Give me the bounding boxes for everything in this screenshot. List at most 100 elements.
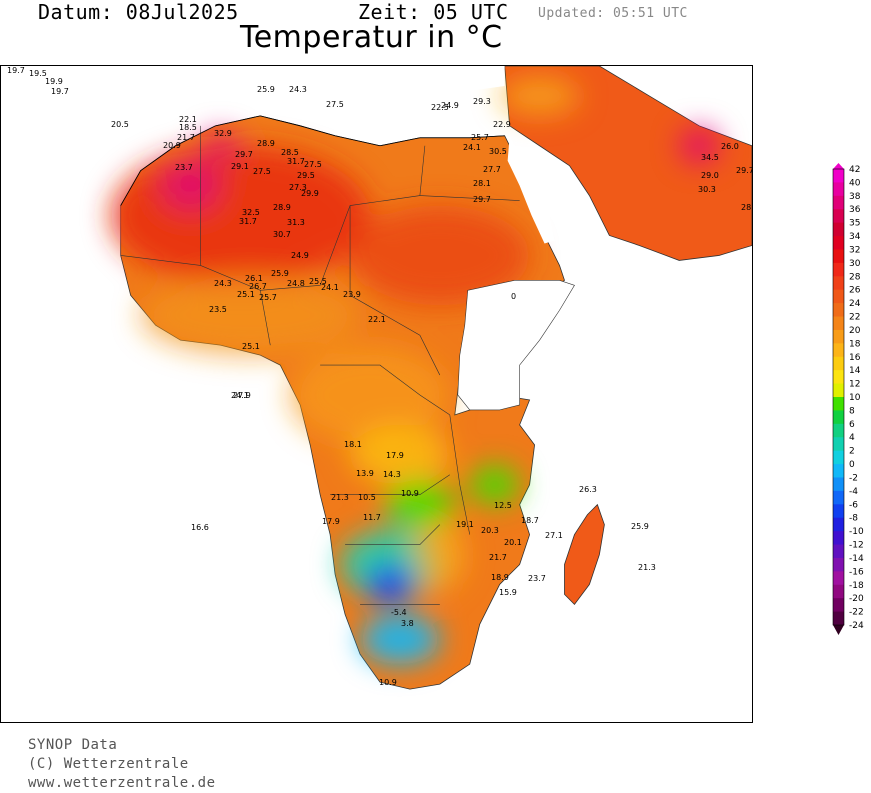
legend-label: 14 xyxy=(849,366,861,376)
station-temp-label: 10.9 xyxy=(401,489,419,498)
station-temp-label: 22.9 xyxy=(493,120,511,129)
station-temp-label: 20.3 xyxy=(481,526,499,535)
legend-swatch xyxy=(833,249,844,264)
legend-label: -2 xyxy=(849,473,858,483)
legend-swatch xyxy=(833,169,844,183)
station-temp-label: 25.9 xyxy=(271,269,289,278)
station-temp-label: 28.9 xyxy=(257,139,275,148)
legend-swatch xyxy=(833,370,844,385)
legend-swatch xyxy=(833,437,844,452)
station-temp-label: 23.5 xyxy=(209,305,227,314)
legend-label: -18 xyxy=(849,581,864,591)
map-title: Temperatur in °C xyxy=(240,20,503,55)
station-temp-label: 20.1 xyxy=(504,538,522,547)
station-temp-label: 26.7 xyxy=(249,282,267,291)
station-temp-label: 19.9 xyxy=(45,77,63,86)
legend-label: 42 xyxy=(849,165,860,175)
station-temp-label: 14.3 xyxy=(383,470,401,479)
footer-url[interactable]: www.wetterzentrale.de xyxy=(28,775,216,791)
station-temp-label: 30.7 xyxy=(273,230,291,239)
station-temp-label: 32.5 xyxy=(242,208,260,217)
legend-label: 34 xyxy=(849,232,861,242)
legend-swatch xyxy=(833,276,844,291)
station-temp-label: 27.9 xyxy=(233,391,251,400)
legend-swatch xyxy=(833,557,844,572)
station-temp-label: 25.5 xyxy=(309,277,327,286)
legend-label: -10 xyxy=(849,527,864,537)
station-temp-label: 26.3 xyxy=(579,485,597,494)
station-temp-label: 24.3 xyxy=(214,279,232,288)
legend-label: 18 xyxy=(849,339,861,349)
color-legend: 42 40 38 36 35 34 32 30 28 26 24 22 20 18 16 14 12 10 8 6 4 2… xyxy=(830,163,871,638)
legend-swatch xyxy=(833,504,844,519)
legend-swatch xyxy=(833,450,844,465)
station-temp-label: 29.5 xyxy=(297,171,315,180)
station-temp-label: 24.8 xyxy=(287,279,305,288)
station-temp-label: 27.7 xyxy=(483,165,501,174)
legend-label: -24 xyxy=(849,621,864,631)
station-temp-label: 25.7 xyxy=(471,133,489,142)
station-temp-label: 25.1 xyxy=(237,290,255,299)
legend-swatch xyxy=(833,410,844,425)
madagascar-landmass xyxy=(564,503,605,605)
station-temp-label: 32.9 xyxy=(214,129,232,138)
station-temp-label: 29.7 xyxy=(473,195,491,204)
legend-label: 26 xyxy=(849,286,861,296)
legend-bottom-arrow xyxy=(833,625,844,635)
temperature-map[interactable]: 19.7 19.5 19.9 19.7 20.5 22.1 18.5 21.7 20.9 32.9… xyxy=(0,65,753,723)
legend-label: -20 xyxy=(849,594,864,604)
station-temp-label: 29.9 xyxy=(301,189,319,198)
station-temp-label: 15.9 xyxy=(499,588,517,597)
coastline xyxy=(120,115,505,206)
legend-label: 35 xyxy=(849,219,860,229)
red-sea xyxy=(507,135,555,244)
legend-label: -8 xyxy=(849,514,858,524)
legend-top-arrow xyxy=(833,163,844,169)
station-temp-label: 19.7 xyxy=(7,66,25,75)
station-temp-label: 21.7 xyxy=(177,133,195,142)
station-temp-label: 22.1 xyxy=(179,115,197,124)
station-temp-label: 23.7 xyxy=(528,574,546,583)
legend-label: 28 xyxy=(849,272,861,282)
station-temp-label: 28.5 xyxy=(281,148,299,157)
legend-swatch xyxy=(833,356,844,371)
station-temp-label: 24.9 xyxy=(291,251,309,260)
station-temp-label: 18.7 xyxy=(521,516,539,525)
station-temp-label: 18.9 xyxy=(491,573,509,582)
station-temp-label: 17.9 xyxy=(386,451,404,460)
date-label: Datum: 08Jul2025 xyxy=(38,0,239,24)
legend-label: 16 xyxy=(849,353,861,363)
legend-swatch xyxy=(833,598,844,613)
station-temp-label: 24.3 xyxy=(289,85,307,94)
station-temp-label: 18.1 xyxy=(344,440,362,449)
station-temp-label: 3.8 xyxy=(401,619,414,628)
station-temp-label: 12.5 xyxy=(494,501,512,510)
legend-label: -16 xyxy=(849,567,864,577)
station-temp-label: 29.1 xyxy=(231,162,249,171)
legend-label: 24 xyxy=(849,299,861,309)
legend-swatch xyxy=(833,182,844,197)
legend-swatch xyxy=(833,584,844,599)
arabia-landmass xyxy=(504,66,752,261)
station-temp-label: 25.9 xyxy=(631,522,649,531)
station-temp-label: 27.3 xyxy=(289,183,307,192)
station-temp-label: 21.7 xyxy=(489,553,507,562)
station-temp-label: 10.9 xyxy=(379,678,397,687)
legend-label: -14 xyxy=(849,554,864,564)
legend-swatch xyxy=(833,316,844,331)
temperature-field xyxy=(110,75,720,665)
station-temp-label: 11.7 xyxy=(363,513,381,522)
station-temp-label: 29.0 xyxy=(701,171,719,180)
station-temp-label: 19.7 xyxy=(51,87,69,96)
legend-swatch xyxy=(833,531,844,546)
station-temp-label: 24.1 xyxy=(463,143,481,152)
station-temp-label: 28.9 xyxy=(741,203,752,212)
legend-swatch xyxy=(833,517,844,532)
station-temp-label: 24.9 xyxy=(441,101,459,110)
updated-label: Updated: 05:51 UTC xyxy=(538,6,688,21)
legend-label: 36 xyxy=(849,205,861,215)
footer-copyright: (C) Wetterzentrale xyxy=(28,756,189,772)
station-temp-label: 20.9 xyxy=(163,141,181,150)
station-temp-label: 27.1 xyxy=(545,531,563,540)
country-borders xyxy=(120,125,520,605)
